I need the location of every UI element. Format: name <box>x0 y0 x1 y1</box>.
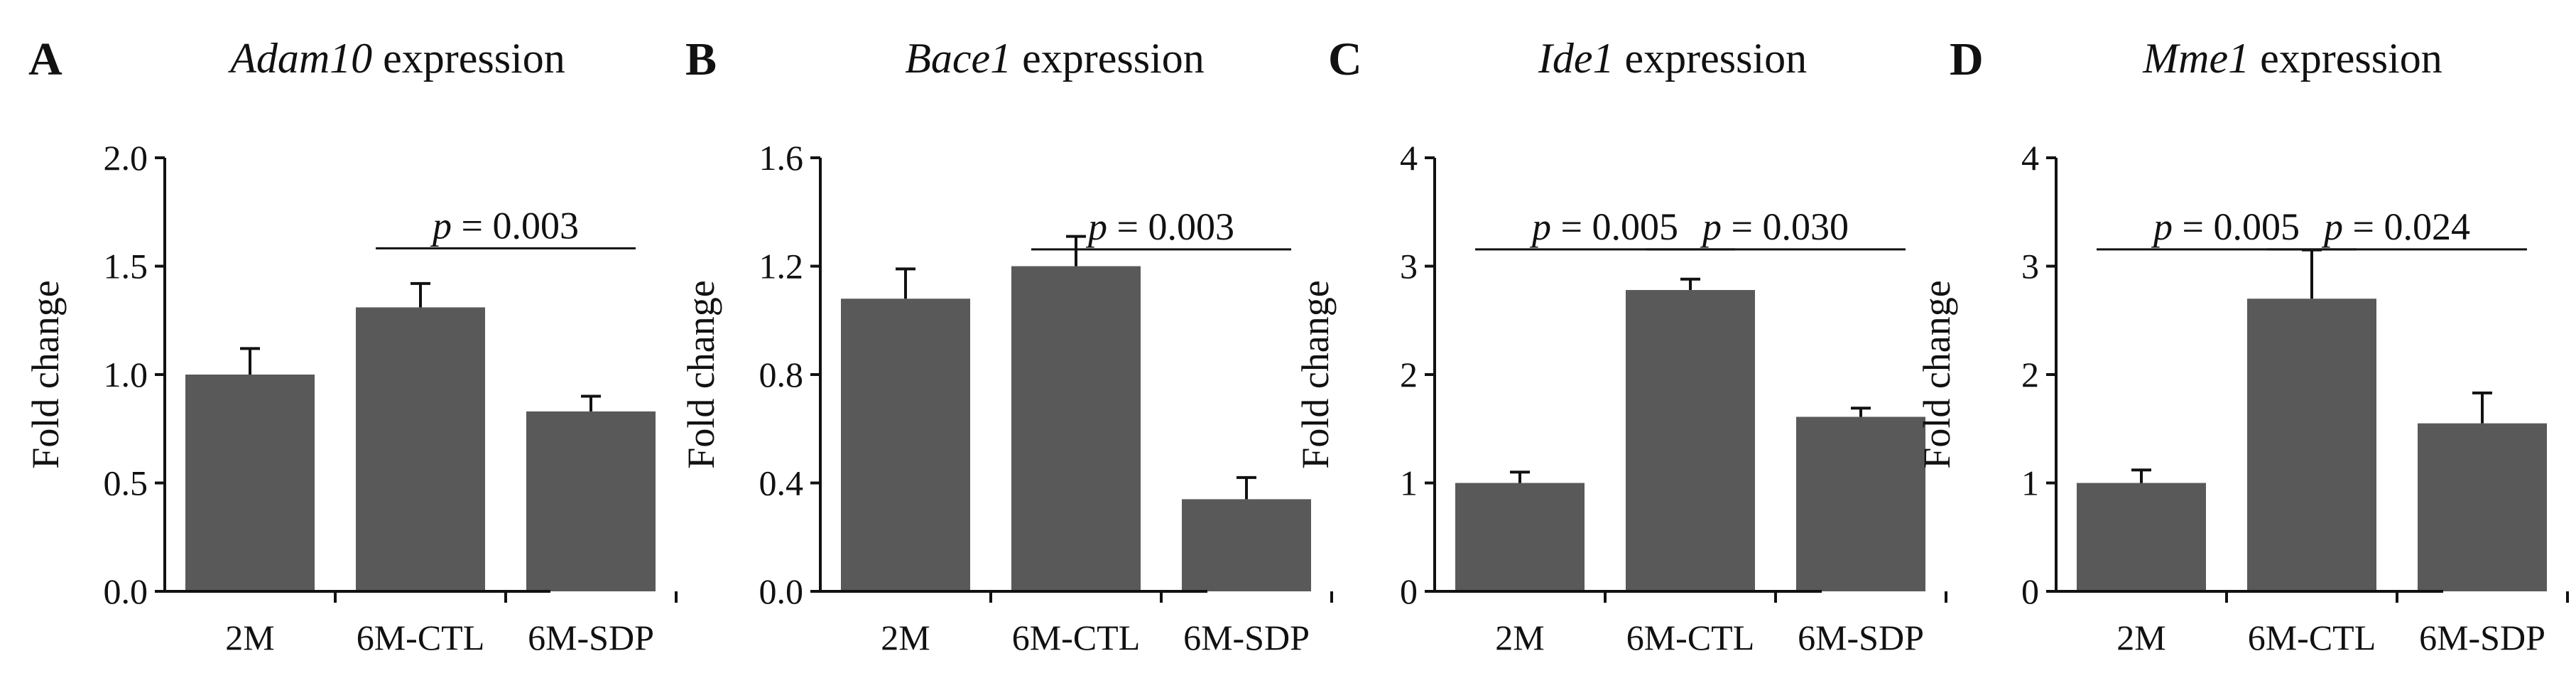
y-tick-label: 4 <box>1400 138 1418 178</box>
p-value-label: p = 0.005 <box>1529 205 1678 248</box>
x-tick-label: 6M-SDP <box>2419 618 2545 657</box>
x-tick-label: 2M <box>225 618 274 657</box>
y-tick-label: 0.5 <box>104 463 148 503</box>
y-tick-label: 4 <box>2021 138 2039 178</box>
y-tick-label: 1.5 <box>104 247 148 286</box>
y-axis-label: Fold change <box>680 280 722 468</box>
x-tick-label: 6M-CTL <box>2248 618 2376 657</box>
bar-2m <box>841 299 970 591</box>
p-value: = 0.003 <box>1107 205 1234 248</box>
y-tick-label: 2 <box>2021 355 2039 394</box>
y-tick-label: 0.8 <box>759 355 804 394</box>
y-tick-label: 1 <box>2021 463 2039 503</box>
y-axis-label: Fold change <box>24 280 67 468</box>
y-tick-label: 2.0 <box>104 138 148 178</box>
panel-letter: C <box>1328 33 1362 85</box>
x-tick-label: 6M-CTL <box>1012 618 1141 657</box>
y-axis-label: Fold change <box>1294 280 1337 468</box>
x-tick-label: 6M-SDP <box>1183 618 1310 657</box>
panel-letter: A <box>28 33 63 85</box>
title-suffix: expression <box>1011 35 1205 82</box>
x-tick-label: 6M-CTL <box>357 618 485 657</box>
x-tick-label: 2M <box>2116 618 2165 657</box>
title-gene-name: Adam10 <box>227 35 372 82</box>
x-tick-label: 6M-SDP <box>528 618 654 657</box>
bar-2m <box>1455 483 1585 591</box>
y-tick-label: 2 <box>1400 355 1418 394</box>
x-tick-label: 2M <box>881 618 930 657</box>
title-suffix: expression <box>1614 35 1808 82</box>
bar-6m-sdp <box>2418 423 2547 591</box>
p-value: = 0.024 <box>2343 205 2470 248</box>
p-value-label: p = 0.003 <box>1085 205 1234 248</box>
bar-2m <box>185 375 315 591</box>
panel-a: A Adam10 expression Fold change 0.0 0.5 1.0 1.… <box>24 33 678 657</box>
bar-6m-ctl <box>1011 266 1141 591</box>
y-axis-label: Fold change <box>1915 280 1958 468</box>
p-symbol: p <box>1700 205 1722 248</box>
y-tick-label: 3 <box>2021 247 2039 286</box>
bar-6m-ctl <box>356 307 485 591</box>
panel-b: B Bace1 expression Fold change 0.0 0.4 0.8 1.2… <box>680 33 1333 657</box>
chart-title: Ide1 expression <box>1538 35 1807 82</box>
y-tick-label: 0.0 <box>104 571 148 611</box>
p-value: = 0.005 <box>1551 205 1678 248</box>
p-symbol: p <box>1529 205 1551 248</box>
p-value-label: p = 0.005 <box>2151 205 2300 248</box>
x-tick-label: 2M <box>1495 618 1544 657</box>
chart-title: Bace1 expression <box>905 35 1205 82</box>
panel-d: D Mme1 expression Fold change 0 1 2 3 4 2M 6M-CTL… <box>1915 33 2569 657</box>
y-tick-label: 0.0 <box>759 571 804 611</box>
y-tick-label: 1.6 <box>759 138 804 178</box>
bar-2m <box>2077 483 2206 591</box>
y-tick-label: 0.4 <box>759 463 804 503</box>
y-tick-label: 1.2 <box>759 247 804 286</box>
bar-6m-sdp <box>1796 416 1925 591</box>
p-value-label: p = 0.030 <box>1700 205 1849 248</box>
p-symbol: p <box>2151 205 2173 248</box>
panel-letter: D <box>1950 33 1984 85</box>
chart-title: Mme1 expression <box>2142 35 2442 82</box>
x-tick-label: 6M-CTL <box>1626 618 1755 657</box>
bar-6m-sdp <box>1182 499 1311 591</box>
y-tick-label: 0 <box>2021 571 2039 611</box>
p-symbol: p <box>2321 205 2343 248</box>
chart-title: Adam10 expression <box>227 35 565 82</box>
y-tick-label: 0 <box>1400 571 1418 611</box>
p-value: = 0.003 <box>452 204 579 247</box>
p-value-label: p = 0.024 <box>2321 205 2470 248</box>
p-value-label: p = 0.003 <box>430 204 579 247</box>
p-value: = 0.030 <box>1722 205 1849 248</box>
title-gene-name: Mme1 <box>2142 35 2249 82</box>
y-tick-label: 3 <box>1400 247 1418 286</box>
p-symbol: p <box>430 204 452 247</box>
bar-6m-ctl <box>1626 290 1755 591</box>
p-symbol: p <box>1085 205 1107 248</box>
y-tick-label: 1.0 <box>104 355 148 394</box>
x-tick-label: 6M-SDP <box>1798 618 1924 657</box>
bar-6m-ctl <box>2247 299 2376 591</box>
title-gene-name: Bace1 <box>905 35 1011 82</box>
bar-6m-sdp <box>526 411 656 591</box>
title-suffix: expression <box>2249 35 2442 82</box>
p-value: = 0.005 <box>2173 205 2300 248</box>
title-suffix: expression <box>372 35 565 82</box>
panel-letter: B <box>685 33 717 85</box>
panel-c: C Ide1 expression Fold change 0 1 2 3 4 2M 6M-CTL… <box>1294 33 1947 657</box>
title-gene-name: Ide1 <box>1538 35 1614 82</box>
y-tick-label: 1 <box>1400 463 1418 503</box>
